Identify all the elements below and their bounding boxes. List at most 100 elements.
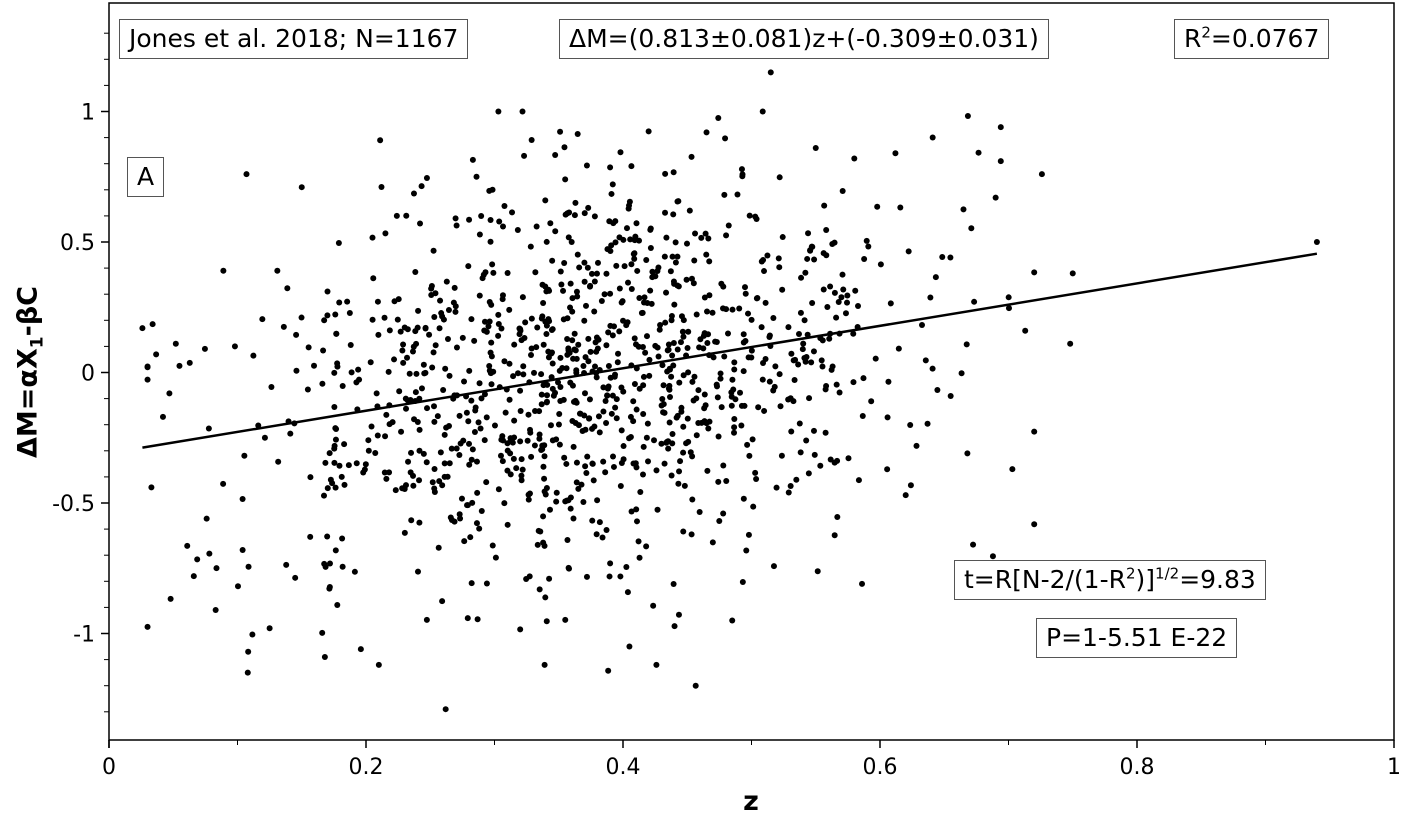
data-point xyxy=(771,383,778,390)
data-point xyxy=(417,220,424,227)
data-point xyxy=(655,353,662,360)
data-point xyxy=(776,371,783,378)
data-point xyxy=(334,363,341,370)
data-point xyxy=(543,322,550,329)
data-point xyxy=(814,568,821,575)
data-point xyxy=(405,458,412,465)
data-point xyxy=(588,270,595,277)
data-point xyxy=(206,550,213,557)
data-point xyxy=(539,442,546,449)
data-point xyxy=(560,316,567,323)
data-point xyxy=(643,333,650,340)
data-point xyxy=(591,278,598,285)
data-point xyxy=(773,484,780,491)
data-point xyxy=(528,136,535,143)
data-point xyxy=(688,153,695,160)
data-point xyxy=(604,385,611,392)
data-point xyxy=(745,531,752,538)
data-point xyxy=(767,69,774,76)
data-point xyxy=(524,437,531,444)
data-point xyxy=(176,362,183,369)
data-point xyxy=(706,418,713,425)
data-point xyxy=(971,298,978,305)
data-point xyxy=(397,328,404,335)
data-point xyxy=(724,330,731,337)
data-point xyxy=(657,322,664,329)
data-point xyxy=(483,328,490,335)
data-point xyxy=(745,310,752,317)
data-point xyxy=(819,363,826,370)
data-point xyxy=(797,309,804,316)
data-point xyxy=(586,283,593,290)
data-point xyxy=(613,262,620,269)
data-point xyxy=(795,331,802,338)
data-point xyxy=(382,433,389,440)
data-point xyxy=(468,580,475,587)
data-point xyxy=(385,368,392,375)
data-point xyxy=(975,149,982,156)
data-point xyxy=(729,306,736,313)
data-point xyxy=(618,459,625,466)
data-point xyxy=(471,428,478,435)
data-point xyxy=(541,475,548,482)
data-point xyxy=(571,212,578,219)
data-point xyxy=(589,425,596,432)
data-point xyxy=(697,336,704,343)
data-point xyxy=(320,347,327,354)
data-point xyxy=(439,482,446,489)
data-point xyxy=(194,556,201,563)
data-point xyxy=(540,463,547,470)
data-point xyxy=(570,355,577,362)
data-point xyxy=(553,436,560,443)
data-point xyxy=(633,518,640,525)
data-point xyxy=(415,307,422,314)
data-point xyxy=(564,351,571,358)
data-point xyxy=(481,391,488,398)
data-point xyxy=(561,260,568,267)
data-point xyxy=(702,402,709,409)
data-point xyxy=(810,348,817,355)
data-point xyxy=(895,345,902,352)
x-tick-label: 0.6 xyxy=(863,755,898,780)
data-point xyxy=(643,543,650,550)
data-point xyxy=(580,498,587,505)
data-point xyxy=(544,392,551,399)
data-point xyxy=(452,303,459,310)
data-point xyxy=(339,535,346,542)
data-point xyxy=(660,401,667,408)
data-point xyxy=(570,515,577,522)
data-point xyxy=(670,362,677,369)
data-point xyxy=(421,370,428,377)
data-point xyxy=(573,288,580,295)
data-point xyxy=(1005,305,1012,312)
data-point xyxy=(205,425,212,432)
data-point xyxy=(902,492,909,499)
data-point xyxy=(855,302,862,309)
data-point xyxy=(403,405,410,412)
data-point xyxy=(541,661,548,668)
data-point xyxy=(423,616,430,623)
data-point xyxy=(590,477,597,484)
data-point xyxy=(693,311,700,318)
data-point xyxy=(536,435,543,442)
data-point xyxy=(333,425,340,432)
data-point xyxy=(822,429,829,436)
data-point xyxy=(555,379,562,386)
data-point xyxy=(683,276,690,283)
data-point xyxy=(705,425,712,432)
data-point xyxy=(821,202,828,209)
data-point xyxy=(239,546,246,553)
data-point xyxy=(574,251,581,258)
data-point xyxy=(528,315,535,322)
data-point xyxy=(414,419,421,426)
data-point xyxy=(660,409,667,416)
data-point xyxy=(594,259,601,266)
data-point xyxy=(907,422,914,429)
data-point xyxy=(654,506,661,513)
data-point xyxy=(386,327,393,334)
data-point xyxy=(586,415,593,422)
data-point xyxy=(562,616,569,623)
data-point xyxy=(680,528,687,535)
data-point xyxy=(855,477,862,484)
data-point xyxy=(960,206,967,213)
